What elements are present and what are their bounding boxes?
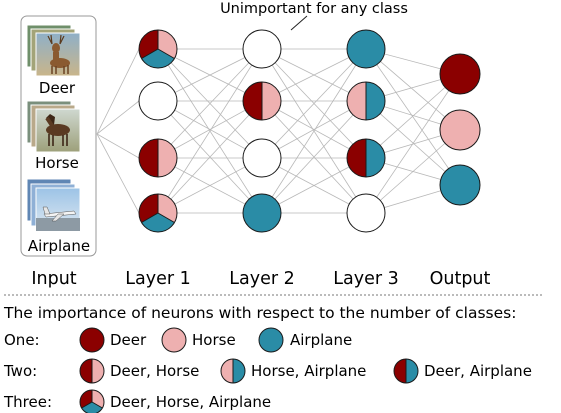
connections [96, 48, 461, 214]
deer-image-stack [26, 24, 81, 77]
layer-2-label: Layer 2 [229, 269, 295, 289]
layer-2-neuron-4 [242, 193, 282, 233]
annotation-text: Unimportant for any class [220, 1, 408, 17]
legend-text-deer: Deer [110, 331, 147, 349]
legend-icon-airplane [258, 327, 284, 353]
horse-icon [45, 114, 70, 146]
legend-title: The importance of neurons with respect t… [3, 304, 516, 322]
layer-1-neuron-3 [138, 138, 178, 178]
legend-text-deer-horse: Deer, Horse [110, 362, 199, 380]
legend-icon-deer-horse-airplane [79, 389, 105, 413]
legend-icon-deer [79, 327, 105, 353]
legend-row-two-label: Two: [3, 362, 37, 380]
deer-label: Deer [39, 79, 76, 97]
legend-icon-horse [161, 327, 187, 353]
horse-label: Horse [35, 154, 79, 172]
airplane-icon [36, 206, 80, 231]
layer-1-neuron-2 [138, 81, 178, 121]
layer-3-neuron-4 [346, 193, 386, 233]
layer-3-neuron-2 [346, 81, 386, 121]
input-panel: Deer Horse Airplan [20, 15, 97, 257]
layer-1-neuron-1 [138, 29, 178, 69]
legend-icons [79, 327, 419, 413]
legend-text-deer-airplane: Deer, Airplane [424, 362, 532, 380]
legend-text-airplane: Airplane [290, 331, 352, 349]
output-neuron-2 [439, 109, 481, 151]
layer-3-neuron-3 [346, 138, 386, 178]
layer-3-label: Layer 3 [333, 269, 399, 289]
layer-2-neuron-3 [242, 138, 282, 178]
annotation-pointer [290, 15, 308, 31]
airplane-label: Airplane [28, 237, 90, 255]
legend-text-deer-horse-airplane: Deer, Horse, Airplane [110, 393, 271, 411]
legend-icon-deer-horse [79, 358, 105, 384]
legend: The importance of neurons with respect t… [3, 304, 532, 411]
output-neuron-1 [439, 53, 481, 95]
layer-2-neuron-2 [242, 81, 282, 121]
neurons [138, 29, 481, 233]
legend-text-horse: Horse [192, 331, 236, 349]
legend-icon-deer-airplane [393, 358, 419, 384]
layer-2-neuron-1 [242, 29, 282, 69]
layer-3-neuron-1 [346, 29, 386, 69]
horse-image-stack [26, 100, 81, 153]
airplane-image-stack [26, 178, 81, 232]
layer-1-neuron-4 [138, 193, 178, 233]
legend-text-horse-airplane: Horse, Airplane [251, 362, 366, 380]
legend-row-three-label: Three: [3, 393, 52, 411]
legend-row-one-label: One: [4, 331, 40, 349]
output-column-label: Output [430, 269, 491, 289]
output-neuron-3 [439, 164, 481, 206]
legend-icon-horse-airplane [220, 358, 246, 384]
deer-icon [47, 34, 70, 74]
input-column-label: Input [31, 269, 76, 289]
layer-1-label: Layer 1 [125, 269, 191, 289]
